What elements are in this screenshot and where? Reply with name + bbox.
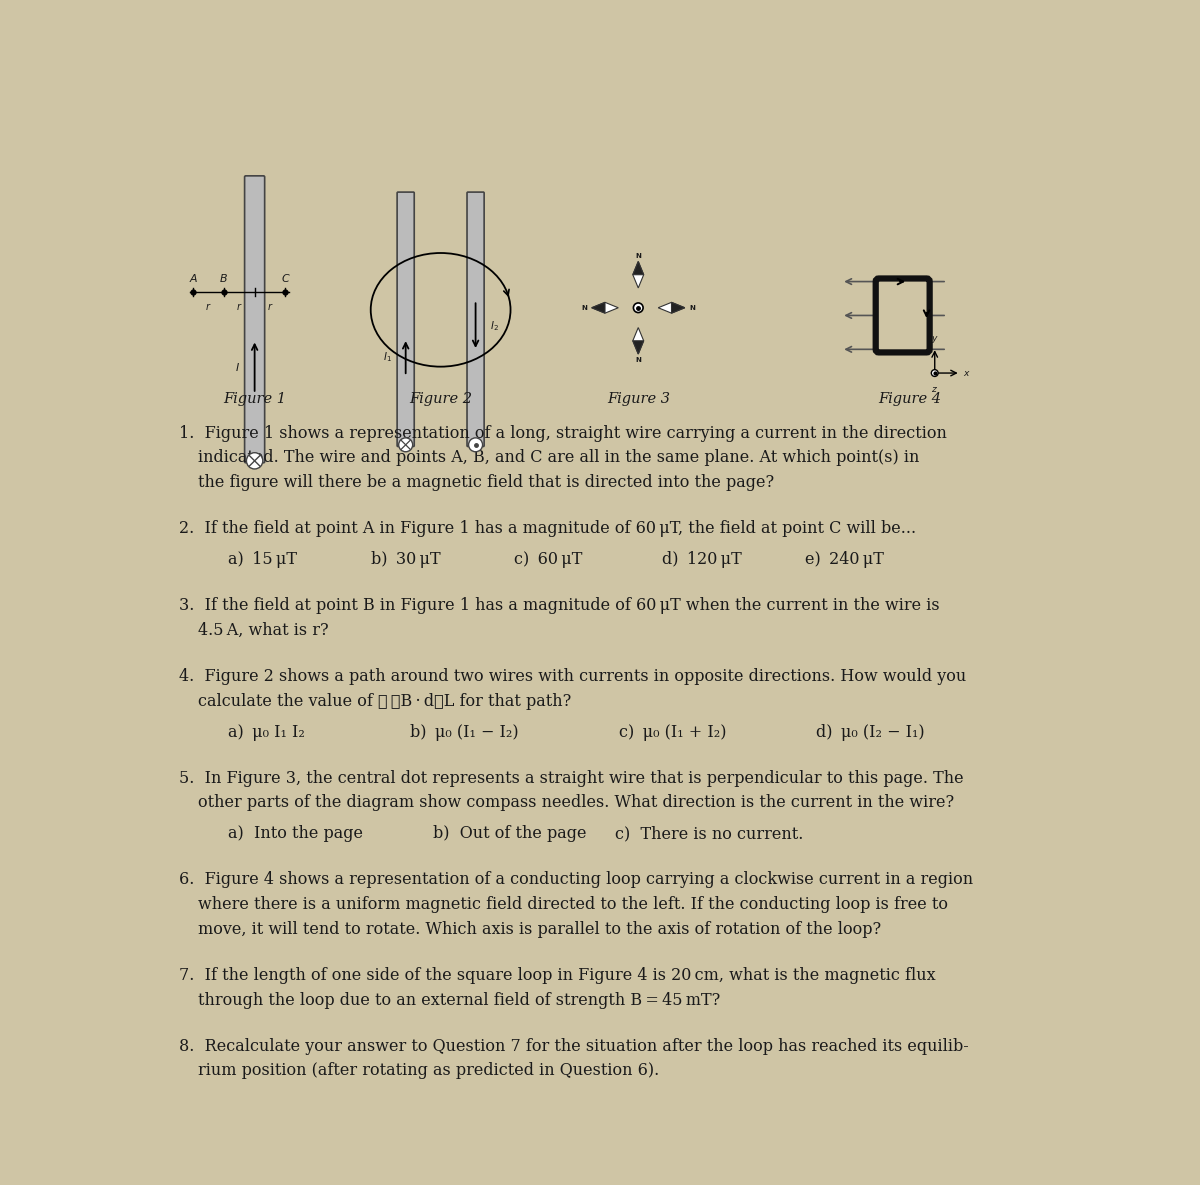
Text: $r$: $r$ — [205, 301, 212, 312]
Text: $z$: $z$ — [931, 385, 938, 395]
Text: the figure will there be a magnetic field that is directed into the page?: the figure will there be a magnetic fiel… — [198, 474, 774, 491]
Polygon shape — [632, 262, 643, 288]
Circle shape — [468, 438, 482, 451]
Circle shape — [246, 453, 263, 469]
Text: Figure 3: Figure 3 — [607, 392, 670, 406]
Polygon shape — [672, 302, 685, 313]
Text: calculate the value of ∮ ⃗B · d⃗L for that path?: calculate the value of ∮ ⃗B · d⃗L for th… — [198, 693, 571, 710]
Text: a)  μ₀ I₁ I₂: a) μ₀ I₁ I₂ — [228, 724, 305, 741]
Text: $y$: $y$ — [931, 334, 938, 345]
Text: through the loop due to an external field of strength B = 45 mT?: through the loop due to an external fiel… — [198, 992, 720, 1008]
Text: a)  Into the page: a) Into the page — [228, 825, 362, 843]
Text: b)  μ₀ (I₁ − I₂): b) μ₀ (I₁ − I₂) — [409, 724, 518, 741]
Text: b)  30 μT: b) 30 μT — [371, 551, 440, 568]
Polygon shape — [592, 302, 618, 313]
Text: 4.5 A, what is r?: 4.5 A, what is r? — [198, 622, 329, 639]
Text: Figure 4: Figure 4 — [878, 392, 941, 406]
Text: 8.  Recalculate your answer to Question 7 for the situation after the loop has r: 8. Recalculate your answer to Question 7… — [180, 1038, 970, 1055]
Text: move, it will tend to rotate. Which axis is parallel to the axis of rotation of : move, it will tend to rotate. Which axis… — [198, 921, 881, 937]
Text: indicated. The wire and points A, B, and C are all in the same plane. At which p: indicated. The wire and points A, B, and… — [198, 449, 919, 467]
Text: Figure 1: Figure 1 — [223, 392, 286, 406]
Text: $I_2$: $I_2$ — [490, 319, 498, 333]
Text: e)  240 μT: e) 240 μT — [805, 551, 883, 568]
Text: A: A — [190, 274, 197, 284]
FancyBboxPatch shape — [397, 192, 414, 447]
Text: B: B — [220, 274, 228, 284]
Text: N: N — [635, 252, 641, 258]
Text: $r$: $r$ — [266, 301, 274, 312]
Text: c)  There is no current.: c) There is no current. — [616, 825, 803, 843]
Text: 6.  Figure 4 shows a representation of a conducting loop carrying a clockwise cu: 6. Figure 4 shows a representation of a … — [180, 871, 973, 889]
Text: $I$: $I$ — [235, 360, 240, 373]
Text: a)  15 μT: a) 15 μT — [228, 551, 296, 568]
Circle shape — [398, 438, 413, 451]
FancyBboxPatch shape — [245, 175, 265, 463]
Polygon shape — [632, 327, 643, 354]
Text: b)  Out of the page: b) Out of the page — [433, 825, 587, 843]
Polygon shape — [632, 262, 643, 275]
Polygon shape — [632, 341, 643, 354]
Text: 7.  If the length of one side of the square loop in Figure 4 is 20 cm, what is t: 7. If the length of one side of the squa… — [180, 967, 936, 984]
Text: rium position (after rotating as predicted in Question 6).: rium position (after rotating as predict… — [198, 1062, 659, 1080]
Text: c)  60 μT: c) 60 μT — [515, 551, 583, 568]
Circle shape — [634, 303, 643, 313]
Polygon shape — [592, 302, 605, 313]
Text: C: C — [282, 274, 289, 284]
FancyBboxPatch shape — [876, 278, 930, 352]
Text: N: N — [690, 305, 696, 310]
Text: $x$: $x$ — [964, 369, 971, 378]
FancyBboxPatch shape — [467, 192, 484, 447]
Text: Figure 2: Figure 2 — [409, 392, 472, 406]
Text: N: N — [635, 357, 641, 363]
Text: where there is a uniform magnetic field directed to the left. If the conducting : where there is a uniform magnetic field … — [198, 896, 948, 912]
Text: 4.  Figure 2 shows a path around two wires with currents in opposite directions.: 4. Figure 2 shows a path around two wire… — [180, 668, 967, 685]
Text: other parts of the diagram show compass needles. What direction is the current i: other parts of the diagram show compass … — [198, 794, 954, 812]
Text: $r$: $r$ — [236, 301, 242, 312]
Text: 5.  In Figure 3, the central dot represents a straight wire that is perpendicula: 5. In Figure 3, the central dot represen… — [180, 770, 964, 787]
Text: d)  μ₀ (I₂ − I₁): d) μ₀ (I₂ − I₁) — [816, 724, 925, 741]
Text: 1.  Figure 1 shows a representation of a long, straight wire carrying a current : 1. Figure 1 shows a representation of a … — [180, 424, 947, 442]
Text: 3.  If the field at point B in Figure 1 has a magnitude of 60 μT when the curren: 3. If the field at point B in Figure 1 h… — [180, 597, 940, 614]
Text: c)  μ₀ (I₁ + I₂): c) μ₀ (I₁ + I₂) — [619, 724, 726, 741]
Circle shape — [931, 370, 938, 377]
Text: N: N — [581, 305, 587, 310]
Polygon shape — [658, 302, 685, 313]
Text: 2.  If the field at point A in Figure 1 has a magnitude of 60 μT, the field at p: 2. If the field at point A in Figure 1 h… — [180, 520, 917, 537]
Text: $I_1$: $I_1$ — [383, 351, 391, 364]
Text: d)  120 μT: d) 120 μT — [661, 551, 742, 568]
